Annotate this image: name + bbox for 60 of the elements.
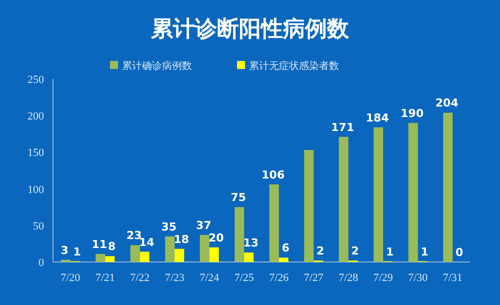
- bar: [338, 136, 348, 262]
- data-label: 8: [108, 240, 116, 254]
- x-tick-label: 7/24: [200, 272, 220, 284]
- y-tick-label: 50: [33, 220, 44, 232]
- data-label: 11: [92, 238, 108, 251]
- bar: [209, 247, 219, 262]
- data-label: 1: [386, 245, 394, 258]
- x-tick-label: 7/22: [130, 272, 150, 284]
- data-label: 37: [196, 218, 212, 232]
- y-tick-label: 150: [28, 147, 44, 160]
- bar: [269, 184, 279, 262]
- x-tick-label: 7/28: [338, 272, 359, 284]
- data-label: 23: [126, 229, 142, 242]
- bar: [174, 248, 184, 262]
- data-label: 75: [230, 191, 246, 204]
- y-tick-label: 250: [28, 74, 44, 86]
- data-label: 13: [243, 236, 259, 250]
- data-label: 0: [456, 246, 464, 259]
- x-tick-label: 7/21: [95, 272, 115, 284]
- data-label: 106: [262, 168, 285, 182]
- data-label: 35: [161, 220, 177, 234]
- bar: [244, 252, 254, 262]
- bar: [200, 234, 210, 262]
- bar: [130, 245, 140, 262]
- data-label: 1: [420, 245, 428, 258]
- x-tick-label: 7/29: [373, 272, 394, 284]
- bar: [408, 122, 418, 262]
- y-tick-label: 200: [28, 110, 44, 123]
- legend-label: 累计无症状感染者数: [249, 60, 339, 72]
- data-label: 2: [316, 244, 324, 258]
- y-tick-label: 0: [38, 257, 44, 269]
- x-tick-label: 7/20: [60, 272, 81, 284]
- data-label: 3: [60, 244, 68, 257]
- bar: [278, 258, 288, 262]
- x-tick-label: 7/30: [408, 272, 428, 284]
- data-label: 204: [435, 96, 459, 110]
- data-label: 6: [282, 242, 290, 255]
- data-label: 20: [208, 231, 224, 244]
- bar: [234, 207, 244, 262]
- bar: [96, 254, 106, 262]
- bar: [443, 112, 453, 262]
- x-tick-label: 7/27: [304, 272, 324, 284]
- data-label: 184: [366, 111, 390, 124]
- legend-label: 累计确诊病例数: [122, 60, 192, 72]
- data-label: 2: [351, 244, 359, 258]
- bar: [304, 150, 314, 262]
- x-tick-label: 7/31: [442, 272, 462, 284]
- x-tick-label: 7/25: [234, 272, 254, 284]
- data-label: 171: [331, 120, 354, 134]
- x-tick-label: 7/26: [269, 272, 290, 284]
- bar: [165, 236, 175, 262]
- bar: [374, 127, 384, 262]
- data-label: 18: [174, 232, 190, 246]
- y-tick-label: 100: [28, 184, 44, 196]
- bar: [140, 252, 150, 262]
- data-label: 1: [73, 245, 81, 258]
- chart-title: 累计诊断阳性病例数: [150, 17, 350, 42]
- x-tick-label: 7/23: [164, 272, 185, 284]
- data-label: 190: [400, 106, 424, 120]
- bar: [105, 256, 115, 262]
